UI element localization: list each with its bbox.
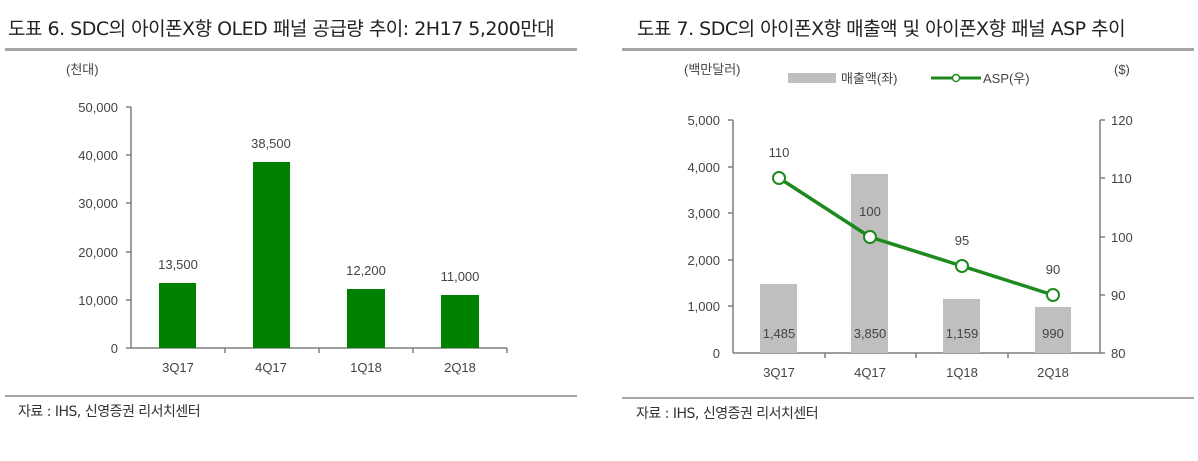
- right-y-left-tick: 5,000: [687, 113, 720, 128]
- right-x-tick: 3Q17: [763, 365, 795, 380]
- left-bar-2q18: [441, 295, 479, 348]
- right-y-right-tick: 110: [1111, 171, 1132, 186]
- asp-marker: [1046, 288, 1060, 302]
- asp-label: 95: [955, 233, 969, 248]
- right-y-right-tick: 80: [1111, 346, 1125, 361]
- left-bar-3q17: [159, 283, 196, 348]
- right-bar-label: 1,159: [946, 326, 979, 341]
- right-y-left-tick: 3,000: [687, 206, 720, 221]
- right-y-left-tick: 1,000: [687, 299, 720, 314]
- left-x-tick: 4Q17: [255, 360, 287, 375]
- left-y-tick: 50,000: [78, 100, 118, 115]
- left-value-label: 12,200: [346, 263, 386, 278]
- right-bar-label: 1,485: [763, 326, 796, 341]
- right-y-left-tick: 0: [713, 346, 720, 361]
- left-x-tick: 2Q18: [444, 360, 476, 375]
- right-y-right-tick: 90: [1111, 288, 1125, 303]
- left-source: 자료 : IHS, 신영증권 리서치센터: [18, 404, 201, 420]
- left-chart: (천대) 50,000 40,000 30,000 20,000 10,000 …: [66, 62, 508, 375]
- right-x-tick: 4Q17: [854, 365, 886, 380]
- left-y-tick: 0: [111, 341, 118, 356]
- left-bar-4q17: [253, 162, 290, 348]
- asp-label: 90: [1046, 262, 1060, 277]
- left-y-tick: 40,000: [78, 148, 118, 163]
- asp-label: 110: [769, 145, 790, 160]
- left-value-label: 11,000: [441, 269, 480, 284]
- legend-bar-swatch: [788, 73, 836, 83]
- legend-bar-label: 매출액(좌): [841, 71, 898, 86]
- left-x-tick: 1Q18: [350, 360, 382, 375]
- left-chart-title: 도표 6. SDC의 아이폰X향 OLED 패널 공급량 추이: 2H17 5,…: [8, 18, 555, 40]
- asp-marker: [955, 259, 969, 273]
- legend-marker-icon: [951, 73, 961, 83]
- right-x-tick: 2Q18: [1037, 365, 1069, 380]
- right-title-rule: [622, 48, 1194, 51]
- left-value-label: 38,500: [251, 136, 291, 151]
- right-source-rule: [622, 397, 1194, 399]
- right-bar-4q17: [851, 174, 888, 353]
- left-bar-1q18: [347, 289, 385, 348]
- right-y-right-tick: 100: [1111, 230, 1133, 245]
- right-unit-right: ($): [1114, 62, 1130, 77]
- asp-line: [778, 176, 1054, 297]
- right-x-tick: 1Q18: [946, 365, 978, 380]
- right-y-left-tick: 2,000: [687, 253, 720, 268]
- right-source: 자료 : IHS, 신영증권 리서치센터: [636, 406, 819, 422]
- left-y-tick: 20,000: [78, 245, 118, 260]
- left-y-tick: 30,000: [78, 196, 118, 211]
- left-x-tick: 3Q17: [162, 360, 194, 375]
- asp-marker: [772, 171, 786, 185]
- right-bar-1q18: [943, 299, 980, 353]
- right-bar-label: 3,850: [854, 326, 887, 341]
- right-bar-3q17: [760, 284, 797, 353]
- right-y-right-tick: 120: [1111, 113, 1133, 128]
- asp-label: 100: [859, 204, 881, 219]
- right-bar-2q18: [1035, 307, 1071, 353]
- left-source-rule: [5, 395, 577, 397]
- right-unit-left: (백만달러): [684, 62, 741, 77]
- right-bar-label: 990: [1042, 326, 1064, 341]
- left-title-rule: [5, 48, 577, 51]
- right-chart-title: 도표 7. SDC의 아이폰X향 매출액 및 아이폰X향 패널 ASP 추이: [637, 18, 1126, 40]
- legend-line-label: ASP(우): [983, 71, 1030, 86]
- left-value-label: 13,500: [158, 257, 198, 272]
- left-unit-label: (천대): [66, 62, 99, 77]
- asp-marker: [863, 230, 877, 244]
- right-chart: (백만달러) ($) 매출액(좌) ASP(우) 5,000 4,000 3,0…: [684, 62, 1133, 380]
- left-y-tick: 10,000: [78, 293, 118, 308]
- right-y-left-tick: 4,000: [687, 160, 720, 175]
